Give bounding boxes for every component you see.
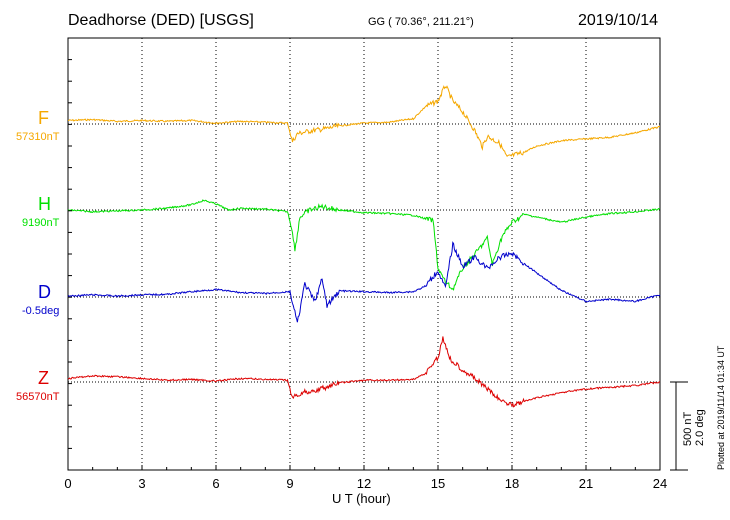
scale-bar [670,381,688,471]
scale-angle-label: 2.0 deg [694,409,706,446]
plot-date: 2019/10/14 [578,12,659,29]
baseline-label-H: 9190nT [22,217,60,229]
x-tick-label: 6 [212,476,219,491]
x-tick-label: 9 [286,476,293,491]
component-label-F: F [38,108,49,128]
baseline-label-D: -0.5deg [22,305,60,317]
baseline-label-Z: 56570nT [16,391,60,403]
x-tick-label: 12 [357,476,371,491]
series-group [67,85,661,408]
x-tick-label: 21 [579,476,593,491]
series-Z-line [67,336,661,408]
station-title: Deadhorse (DED) [USGS] [68,12,254,29]
series-D-line [67,241,661,323]
x-tick-label: 3 [138,476,145,491]
plotted-timestamp: Plotted at 2019/11/14 01:34 UT [716,345,726,470]
x-axis: 0 3 6 9 12 15 18 21 24 [64,37,667,491]
component-label-Z: Z [38,368,49,388]
x-tick-label: 0 [64,476,71,491]
x-tick-label: 15 [431,476,445,491]
component-label-D: D [38,282,51,302]
x-axis-label: U T (hour) [332,491,391,506]
series-H-line [67,199,661,292]
series-F-line [68,85,660,158]
x-tick-label: 18 [505,476,519,491]
x-tick-label: 24 [653,476,667,491]
component-label-H: H [38,194,51,214]
scale-amplitude-label: 500 nT [682,411,694,446]
baseline-label-F: 57310nT [16,131,60,143]
geographic-coords: GG ( 70.36°, 211.21°) [368,16,474,28]
